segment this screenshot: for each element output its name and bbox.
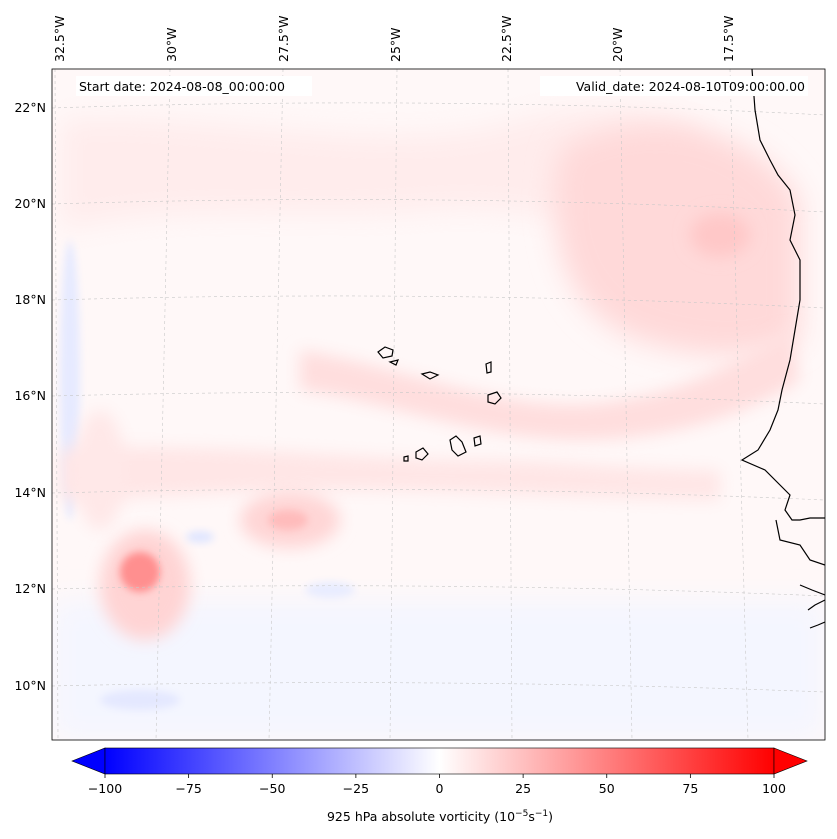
colorbar-tick-label: −75 — [175, 781, 201, 796]
valid-date-box — [540, 76, 808, 96]
lon-label-30w: 30°W — [164, 27, 179, 62]
island-maio — [473, 435, 482, 447]
parallel-12n — [52, 585, 825, 597]
colorbar: −100 −75 −50 −25 0 25 50 75 100 925 hPa absolute… — [71, 747, 808, 824]
vorticity-field — [52, 109, 825, 740]
latitude-labels: 22°N 20°N 18°N 16°N 14°N 12°N 10°N — [14, 100, 46, 693]
meridian-27-5w — [268, 69, 284, 740]
meridian-32-5w — [54, 69, 59, 740]
positive-band-north — [60, 109, 700, 250]
island-sal — [485, 361, 492, 374]
parallel-14n — [52, 489, 825, 501]
start-date-box — [76, 76, 312, 96]
positive-band-cape-verde — [300, 330, 800, 440]
lat-label-22n: 22°N — [14, 100, 46, 115]
lat-label-18n: 18°N — [14, 292, 46, 307]
island-boa-vista — [487, 391, 502, 405]
positive-core-northeast — [690, 213, 750, 257]
island-sao-nicolau — [420, 371, 440, 380]
lat-label-12n: 12°N — [14, 581, 46, 596]
colorbar-max-extend — [773, 747, 808, 775]
colorbar-gradient — [104, 747, 775, 775]
lon-label-20w: 20°W — [610, 27, 625, 62]
lat-label-20n: 20°N — [14, 196, 46, 211]
colorbar-ticks: −100 −75 −50 −25 0 25 50 75 100 — [88, 774, 786, 796]
colorbar-min-extend — [71, 747, 106, 775]
parallel-10n — [52, 682, 825, 693]
positive-vortex-mid-core — [268, 510, 308, 530]
island-santo-antao — [377, 346, 394, 359]
colorbar-tick-label: 50 — [599, 781, 615, 796]
island-fogo — [415, 447, 429, 461]
coastlines — [377, 69, 825, 629]
map-panel: Start date: 2024-08-08_00:00:00 Valid_da… — [52, 69, 825, 740]
colorbar-label: 925 hPa absolute vorticity (10−5s−1) — [327, 809, 553, 824]
meridian-17-5w — [729, 69, 749, 740]
colorbar-tick-label: −100 — [88, 781, 122, 796]
negative-band-south — [52, 600, 825, 740]
colorbar-tick-label: 0 — [436, 781, 444, 796]
lat-label-14n: 14°N — [14, 485, 46, 500]
lat-label-16n: 16°N — [14, 388, 46, 403]
guinea-bissau-coast — [775, 519, 825, 566]
colorbar-tick-label: 25 — [515, 781, 531, 796]
colorbar-tick-label: −50 — [259, 781, 285, 796]
colorbar-tick-label: 75 — [682, 781, 698, 796]
lon-label-32-5w: 32.5°W — [52, 16, 67, 62]
lon-label-25w: 25°W — [388, 27, 403, 62]
meridian-20w — [619, 69, 633, 740]
meridian-25w — [389, 69, 398, 740]
negative-patch-center — [186, 531, 214, 543]
parallel-20n — [52, 199, 825, 213]
parallel-22n — [52, 102, 825, 116]
positive-vortex-west-core — [120, 552, 160, 592]
lon-label-27-5w: 27.5°W — [276, 16, 291, 62]
lat-label-10n: 10°N — [14, 678, 46, 693]
colorbar-tick-label: 100 — [762, 781, 786, 796]
negative-patch-s — [305, 582, 355, 598]
island-brava — [403, 455, 409, 462]
positive-patch-west — [75, 410, 125, 530]
start-date-label: Start date: 2024-08-08_00:00:00 — [79, 79, 285, 94]
island-santiago — [449, 435, 467, 457]
graticule — [52, 69, 825, 740]
parallel-16n — [52, 392, 825, 405]
lon-label-17-5w: 17.5°W — [721, 16, 736, 62]
african-coastline — [740, 69, 825, 521]
lon-label-22-5w: 22.5°W — [499, 16, 514, 62]
meridian-22-5w — [507, 69, 513, 740]
negative-patch-sw — [100, 690, 180, 710]
island-sao-vicente — [388, 359, 399, 366]
longitude-labels: 32.5°W 30°W 27.5°W 25°W 22.5°W 20°W 17.5… — [52, 16, 736, 62]
colorbar-tick-label: −25 — [343, 781, 369, 796]
positive-band-central — [60, 447, 720, 500]
parallel-18n — [52, 295, 825, 309]
positive-region-northeast — [554, 125, 800, 356]
bijagos-islands — [799, 584, 825, 629]
valid-date-label: Valid_date: 2024-08-10T09:00:00.00 — [576, 79, 805, 94]
meridian-30w — [155, 69, 171, 740]
map-frame — [51, 68, 826, 741]
